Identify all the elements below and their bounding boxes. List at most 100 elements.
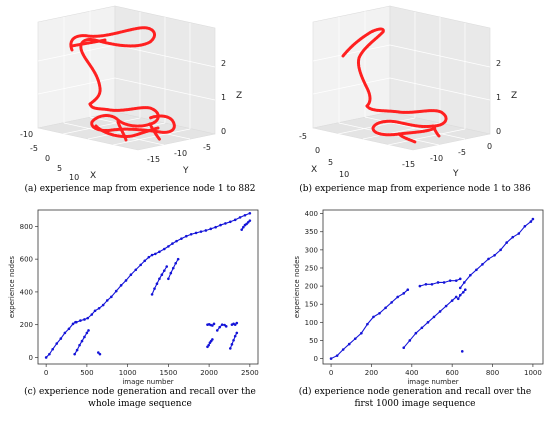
- data-trace: [524, 221, 532, 227]
- data-trace: [234, 322, 238, 326]
- data-trace: [487, 254, 496, 260]
- y-tick-label: 400: [305, 210, 318, 218]
- chart-c-scatter: 0 500 1000 1500 2000 2500 0 200 400 600 800 image n…: [8, 209, 259, 386]
- chart-b-ztick: 0: [496, 127, 501, 136]
- data-trace: [231, 339, 235, 345]
- data-trace: [102, 299, 108, 306]
- data-trace: [167, 243, 173, 247]
- chart-a-trajectory: [69, 26, 176, 142]
- data-trace: [443, 280, 451, 284]
- chart-b-ylabel: Y: [452, 169, 459, 179]
- data-trace: [219, 324, 223, 328]
- chart-b-xtick: 5: [328, 158, 333, 167]
- data-trace: [455, 278, 461, 282]
- chart-b-ztick: 1: [496, 93, 501, 102]
- y-axis-label: experience nodes: [8, 256, 16, 318]
- y-tick-label: 800: [20, 223, 33, 231]
- x-tick-label: 1000: [524, 369, 542, 377]
- plot-frame: [37, 209, 259, 365]
- data-trace: [76, 344, 81, 351]
- chart-a-ytick: -5: [203, 143, 211, 152]
- data-trace: [110, 290, 117, 298]
- data-trace: [171, 240, 178, 245]
- y-tick-label: 0: [314, 355, 318, 363]
- chart-a-ztick: 2: [221, 59, 226, 68]
- y-tick-label: 300: [305, 246, 318, 254]
- chart-a-ytick: -10: [174, 149, 187, 158]
- chart-b-trajectory: [341, 27, 448, 144]
- data-trace: [244, 212, 251, 216]
- data-trace: [427, 316, 435, 323]
- chart-b-ytick: -15: [402, 160, 415, 169]
- data-trace: [211, 323, 215, 327]
- chart-b-3d: 2 1 0 -5 0 5 10 -15 -10 -5 0 Z X Y: [299, 5, 517, 179]
- data-trace: [415, 327, 423, 334]
- chart-b-xlabel: X: [311, 165, 317, 175]
- data-trace: [75, 320, 81, 323]
- data-trace: [83, 317, 89, 320]
- data-trace: [354, 332, 362, 340]
- data-trace: [161, 270, 165, 276]
- data-trace: [172, 262, 177, 269]
- data-trace: [506, 236, 514, 244]
- data-trace: [154, 251, 160, 255]
- data-trace: [234, 332, 238, 337]
- data-trace: [224, 221, 231, 224]
- data-trace: [81, 336, 85, 342]
- data-trace: [156, 278, 160, 285]
- x-tick-label: 0: [329, 369, 333, 377]
- data-trace: [74, 349, 78, 355]
- data-trace: [336, 348, 344, 357]
- panel-b: 2 1 0 -5 0 5 10 -15 -10 -5 0 Z X Y: [275, 0, 550, 182]
- data-trace: [210, 226, 217, 230]
- data-trace: [130, 269, 137, 276]
- panel-d: 0 200 400 600 800 1000 0 50 100 150 200 250 300 350 40…: [275, 204, 550, 386]
- y-tick-label: 200: [305, 283, 318, 291]
- x-tick-label: 500: [80, 369, 93, 377]
- chart-b-zlabel: Z: [511, 91, 517, 101]
- chart-b-ytick: -10: [430, 154, 443, 163]
- data-trace: [87, 313, 93, 319]
- data-trace: [475, 263, 483, 271]
- data-trace: [56, 338, 62, 345]
- x-tick-label: 2500: [241, 369, 259, 377]
- data-trace: [185, 233, 192, 237]
- data-trace: [200, 229, 207, 233]
- data-trace: [205, 228, 212, 232]
- x-axis-label: image number: [407, 378, 458, 386]
- data-trace: [403, 289, 409, 294]
- caption-c: (c) experience node generation and recal…: [24, 387, 256, 409]
- data-trace: [494, 249, 502, 256]
- x-tick-label: 0: [44, 369, 48, 377]
- data-trace: [60, 332, 66, 340]
- data-trace: [216, 326, 221, 331]
- data-trace: [153, 283, 158, 290]
- data-trace: [481, 258, 490, 265]
- chart-a-3d: 2 1 0 -10 -5 0 5 10 -15 -10 -5 Z X Y: [20, 5, 242, 182]
- chart-b-axis-ticks: 2 1 0 -5 0 5 10 -15 -10 -5 0 Z X Y: [299, 59, 517, 179]
- data-trace: [170, 267, 174, 274]
- data-trace: [175, 258, 179, 264]
- plot-frame: [322, 209, 544, 365]
- data-trace: [120, 279, 127, 286]
- y-tick-label: 200: [20, 321, 33, 329]
- data-trace: [403, 339, 411, 349]
- chart-a-xlabel: X: [90, 171, 96, 181]
- data-trace: [148, 254, 153, 258]
- x-tick-label: 1000: [119, 369, 137, 377]
- data-trace: [462, 289, 466, 293]
- y-tick-label: 400: [20, 288, 33, 296]
- data-trace: [195, 231, 202, 234]
- caption-d: (d) experience node generation and recal…: [298, 387, 532, 409]
- data-trace: [151, 288, 156, 295]
- data-trace: [97, 351, 101, 355]
- y-tick-label: 100: [305, 319, 318, 327]
- caption-a: (a) experience map from experience node …: [24, 184, 256, 194]
- chart-a-ylabel: Y: [182, 166, 189, 176]
- data-trace: [348, 338, 356, 345]
- data-trace: [140, 260, 146, 266]
- data-trace: [68, 323, 74, 330]
- data-trace: [210, 338, 213, 342]
- chart-a-ytick: -15: [147, 155, 160, 164]
- data-trace: [79, 318, 85, 322]
